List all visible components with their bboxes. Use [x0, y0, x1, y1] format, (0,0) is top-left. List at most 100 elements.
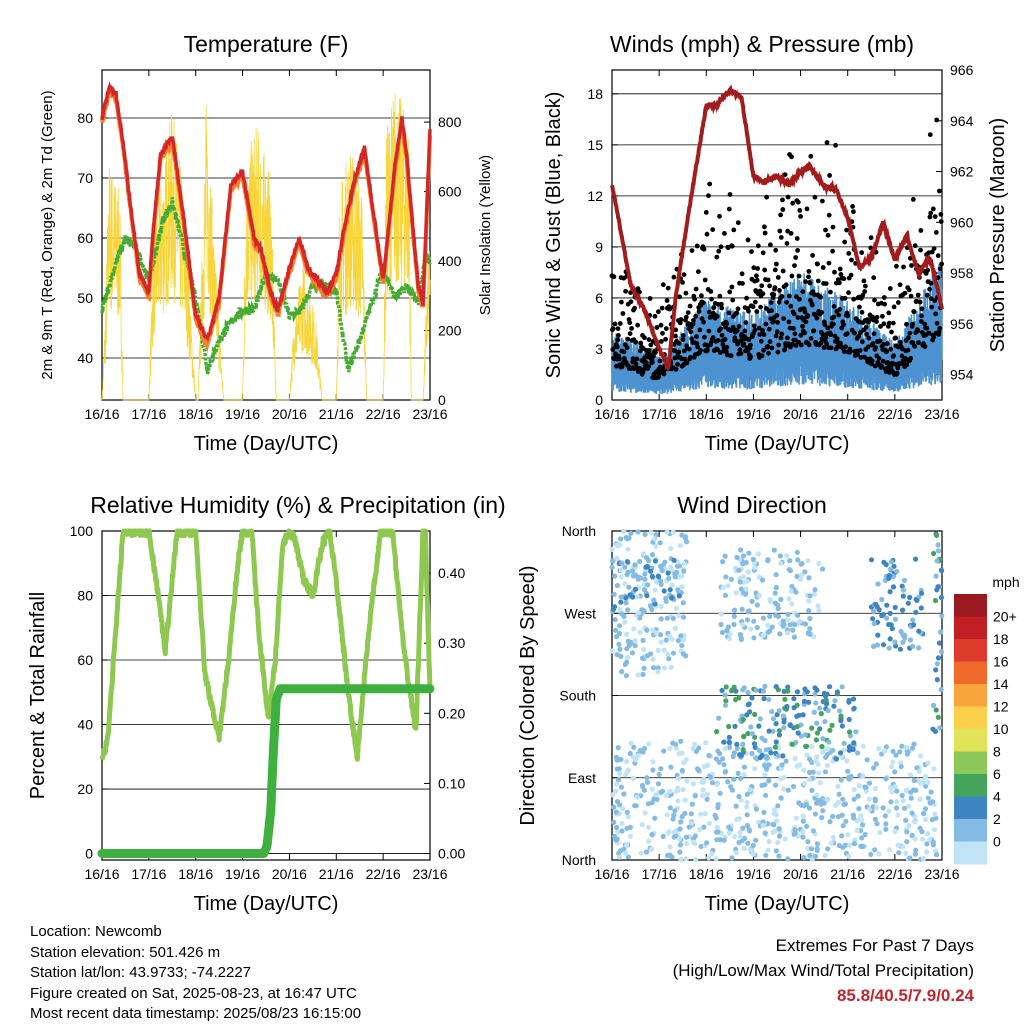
direction-point [911, 741, 917, 747]
direction-point [812, 591, 818, 597]
direction-point [750, 851, 756, 857]
gust-point [906, 287, 912, 293]
direction-point [621, 613, 627, 620]
gust-point [837, 266, 843, 272]
gust-point [700, 300, 706, 306]
direction-point [720, 585, 726, 591]
y-tick-label: 70 [77, 170, 93, 186]
gust-point [903, 356, 908, 361]
direction-point [696, 767, 702, 773]
gust-point [874, 314, 880, 320]
gust-point [788, 231, 794, 236]
direction-point [629, 568, 636, 574]
direction-point [841, 740, 847, 746]
gust-point [804, 206, 810, 212]
gust-point [702, 334, 707, 340]
direction-point [863, 788, 869, 794]
direction-point [726, 744, 733, 751]
direction-point [750, 842, 756, 849]
direction-point [863, 784, 869, 791]
direction-point [777, 553, 783, 559]
direction-point [676, 593, 682, 599]
direction-point [907, 637, 914, 643]
direction-point [726, 636, 733, 642]
direction-point [609, 546, 615, 553]
gust-point [855, 352, 860, 357]
gust-point [803, 279, 808, 284]
direction-point [802, 732, 808, 738]
direction-point [895, 842, 901, 848]
extremes-box: Extremes For Past 7 Days (High/Low/Max W… [673, 933, 974, 1008]
gust-point [757, 332, 763, 337]
direction-point [765, 557, 771, 563]
direction-point [776, 853, 782, 859]
gust-point [802, 330, 808, 336]
gust-point [841, 349, 847, 354]
direction-point [851, 705, 857, 711]
direction-point [935, 542, 941, 548]
direction-point [907, 772, 914, 778]
direction-point [706, 753, 712, 759]
temperature-panel: Temperature (F) 16/16 17/16 18/16 19/16 20/16… [39, 31, 494, 455]
gust-point [682, 348, 687, 354]
direction-point [807, 626, 813, 632]
direction-point [668, 545, 674, 551]
direction-point [750, 556, 756, 562]
colorbar-swatch [954, 639, 987, 662]
direction-point [642, 810, 648, 816]
direction-point [907, 855, 913, 861]
gust-point [848, 272, 854, 278]
gust-point [768, 242, 773, 248]
direction-point [877, 830, 883, 836]
direction-point [679, 584, 685, 590]
gust-point [846, 251, 852, 256]
gust-point [798, 332, 804, 338]
direction-point [731, 776, 737, 782]
gust-point [727, 192, 733, 197]
direction-point [623, 842, 630, 848]
gust-point [672, 348, 677, 353]
gust-point [635, 322, 640, 328]
direction-point [846, 747, 853, 753]
gust-point [676, 341, 682, 346]
gust-point [774, 313, 780, 318]
direction-point [705, 762, 711, 768]
direction-point [899, 743, 905, 749]
direction-point [740, 622, 746, 628]
direction-point [683, 856, 689, 862]
direction-point [726, 824, 732, 830]
direction-point [916, 645, 922, 651]
direction-point [721, 739, 727, 745]
gust-point [910, 321, 915, 327]
direction-point [934, 587, 940, 593]
direction-point [744, 804, 750, 810]
gust-point [648, 342, 654, 348]
direction-point [791, 705, 797, 711]
direction-point [892, 604, 898, 611]
direction-point [922, 774, 929, 780]
gust-point [793, 343, 799, 348]
direction-point [893, 752, 899, 758]
y-axis-label: Direction (Colored By Speed) [517, 565, 539, 825]
direction-point [613, 788, 619, 794]
direction-point [689, 820, 695, 826]
x-tick-label: 23/16 [412, 406, 447, 422]
direction-point [733, 803, 739, 809]
direction-point [619, 820, 625, 827]
direction-point [746, 550, 752, 556]
direction-point [855, 750, 861, 756]
direction-point [787, 568, 794, 574]
direction-point [830, 747, 836, 753]
direction-point [887, 636, 893, 642]
direction-point [617, 854, 623, 860]
gust-point [754, 277, 760, 283]
direction-point [642, 531, 648, 538]
gust-point [745, 237, 751, 243]
direction-point [785, 856, 791, 862]
gust-point [927, 286, 932, 292]
direction-point [755, 551, 762, 557]
direction-point [639, 782, 646, 789]
direction-point [780, 753, 786, 759]
gust-point [767, 339, 773, 345]
direction-point [719, 629, 726, 636]
